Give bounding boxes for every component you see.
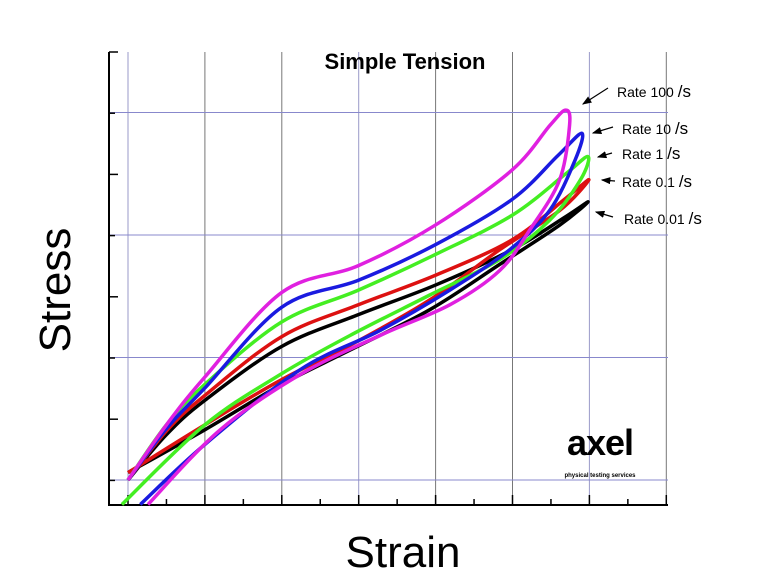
series-label: Rate 10 /s [622,119,688,138]
series-curve-rate-10-s [126,131,585,506]
logo-text: axel [567,422,633,463]
series-label: Rate 0.01 /s [624,209,702,228]
chart-title: Simple Tension [325,49,486,74]
annotations: Rate 100 /s Rate 10 /s Rate 1 /s Rate 0.1 /… [581,82,702,228]
annotation-arrow [581,87,609,105]
series-label: Rate 100 /s [617,82,691,101]
annotation-arrow [594,210,614,218]
series-label: Rate 0.1 /s [622,172,692,191]
axel-logo: axel physical testing services [564,422,636,479]
series-curve-rate-100-s [126,108,572,506]
x-axis-label: Strain [346,528,461,577]
series-label: Rate 1 /s [622,144,680,163]
annotation-arrow [591,126,614,135]
logo-tagline: physical testing services [564,473,636,479]
grid [109,52,668,505]
series-curve-rate-1-s [120,154,591,506]
y-axis-label: Stress [31,228,80,353]
annotation-arrow [596,151,613,159]
annotation-arrow [600,177,616,185]
curves [120,108,591,506]
